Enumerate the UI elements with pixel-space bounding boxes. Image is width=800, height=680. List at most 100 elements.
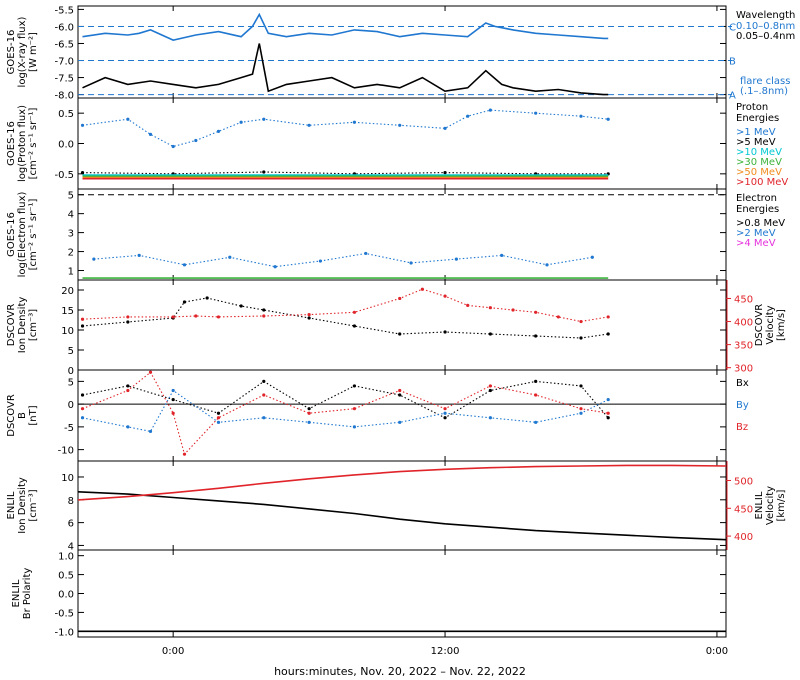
data-point: [352, 310, 357, 314]
series-bx: [82, 380, 609, 419]
y-tick-label: 5: [68, 377, 74, 388]
data-point: [148, 370, 153, 374]
data-point: [171, 144, 175, 149]
y-tick-label: -6.5: [54, 39, 74, 50]
y-tick-label: -7.0: [54, 57, 74, 68]
data-point: [352, 324, 357, 328]
data-point: [488, 108, 492, 112]
data-point: [318, 259, 323, 263]
data-point: [307, 420, 311, 424]
data-point: [454, 257, 458, 261]
data-point: [579, 407, 583, 411]
data-point: [579, 114, 583, 118]
data-point: [606, 117, 610, 121]
legend-footer: flare class: [740, 76, 790, 87]
legend-title: Electron: [736, 193, 777, 204]
legend-title: Wavelength: [736, 10, 795, 21]
series-by: [82, 389, 609, 433]
data-point: [80, 317, 85, 321]
y-axis-label: DSCOVR: [6, 304, 17, 347]
x-axis: 0:00 12:00 0:00: [162, 646, 728, 657]
y-axis-label: [nT]: [28, 405, 39, 425]
data-point: [80, 407, 85, 411]
y-axis-label: B: [17, 412, 28, 419]
y-axis-label: [cm⁻² s⁻¹ sr⁻¹]: [28, 108, 39, 180]
data-point: [488, 384, 492, 388]
data-point: [606, 416, 610, 420]
y-tick-label: 1.0: [58, 552, 74, 563]
y-axis-label: GOES-16: [6, 30, 17, 75]
y-tick-label: 1: [68, 267, 74, 278]
flare-level-label: C: [729, 22, 736, 33]
series-velocity: [77, 464, 727, 501]
y-tick-label: -8.0: [54, 91, 74, 102]
data-point: [466, 114, 470, 118]
data-point: [500, 253, 504, 257]
y2-tick-label: 400: [734, 532, 753, 543]
x-tick-label: 0:00: [706, 646, 728, 657]
data-point: [443, 171, 447, 175]
y-tick-label: 20: [61, 286, 74, 297]
data-point: [556, 315, 560, 319]
data-point: [262, 416, 266, 420]
x-tick-label: 12:00: [431, 646, 460, 657]
flare-level-label: A: [729, 91, 736, 102]
data-point: [307, 316, 311, 320]
series--2-mev: [93, 252, 593, 268]
data-point: [171, 411, 175, 415]
data-point: [534, 111, 538, 115]
data-point: [534, 393, 538, 397]
data-point: [80, 324, 85, 328]
legend-entry: >30 MeV: [736, 157, 782, 168]
data-point: [239, 304, 243, 308]
data-point: [443, 126, 447, 130]
data-point: [262, 393, 266, 397]
data-point: [194, 314, 198, 318]
data-point: [148, 132, 153, 136]
legend-entry: >100 MeV: [736, 177, 788, 188]
y-tick-label: 15: [61, 306, 74, 317]
y-tick-label: -5.5: [54, 5, 74, 16]
data-point: [488, 388, 492, 393]
y2-axis-label: [km/s]: [776, 309, 787, 341]
y2-tick-label: 400: [734, 318, 753, 329]
data-point: [398, 123, 402, 127]
panel-frame: [77, 549, 727, 638]
data-point: [239, 120, 243, 124]
data-point: [511, 308, 515, 312]
panel-frame: [77, 188, 727, 281]
data-point: [307, 407, 311, 411]
series-ion-density: [82, 297, 609, 339]
data-point: [126, 425, 130, 429]
series-velocity: [82, 288, 609, 323]
data-point: [80, 171, 85, 175]
y-axis-label: GOES-16: [6, 121, 17, 166]
data-point: [443, 411, 447, 415]
data-point: [262, 308, 266, 312]
y2-tick-label: 300: [734, 364, 753, 375]
data-point: [182, 263, 187, 267]
legend-entry: >5 MeV: [736, 137, 776, 148]
data-point: [126, 320, 130, 324]
data-point: [534, 334, 538, 338]
data-point: [137, 253, 141, 257]
x-tick-label: 0:00: [162, 646, 184, 657]
series-0-10-0-8nm: [82, 12, 609, 41]
data-point: [262, 379, 266, 383]
data-point: [579, 411, 583, 415]
legend-title: Energies: [736, 204, 779, 215]
data-point: [205, 296, 209, 300]
y-tick-label: -1.0: [54, 627, 74, 638]
y2-tick-label: 450: [734, 294, 753, 305]
panel-enlil_polarity: -1.0 -0.5 0.0 0.5 1.0 ENLIL Br Polarity: [11, 549, 727, 638]
legend-entry: 0.05–0.4nm: [736, 31, 795, 42]
legend-title: Proton: [736, 102, 768, 113]
y-axis-label: [W m⁻²]: [28, 32, 39, 72]
data-point: [606, 315, 610, 319]
legend-entry: >4 MeV: [736, 238, 776, 249]
data-point: [352, 425, 357, 429]
data-point: [443, 407, 447, 411]
x-axis-footer: hours:minutes, Nov. 20, 2022 – Nov. 22, …: [274, 665, 526, 678]
